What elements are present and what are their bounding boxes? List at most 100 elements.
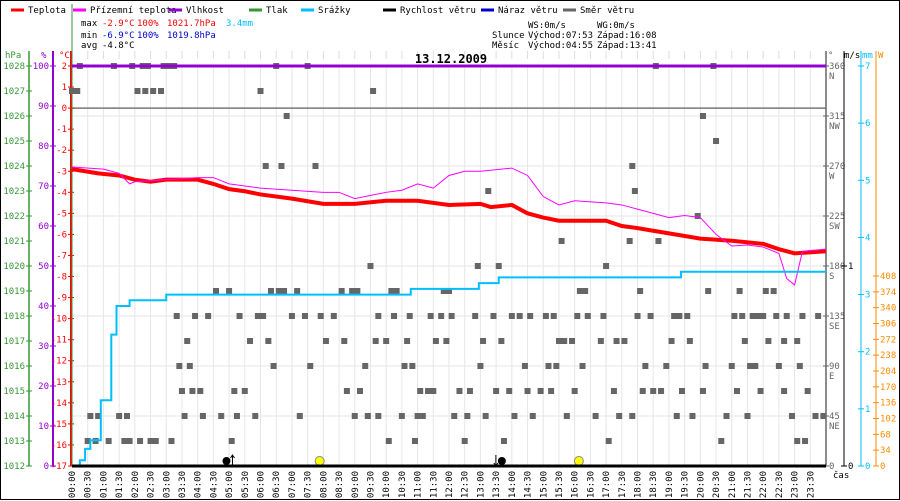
wind-direction-point (508, 313, 515, 319)
wind-direction-point (456, 388, 463, 394)
wind-direction-point (425, 388, 432, 394)
axis-tick-label: 0 (829, 462, 834, 472)
wind-direction-point (448, 313, 455, 319)
wind-direction-point (550, 313, 557, 319)
axis-tick-label: 270 (829, 162, 845, 172)
wind-direction-point (302, 313, 309, 319)
wind-direction-point (265, 338, 272, 344)
x-tick-label: 08:30 (335, 471, 345, 498)
axis-tick-label: 80 (38, 142, 49, 152)
moonset-icon (497, 457, 506, 465)
x-tick-label: 17:00 (602, 471, 612, 498)
axis-tick-label: -14 (51, 399, 67, 409)
series-srážky (72, 270, 826, 467)
wind-direction-point (637, 288, 644, 294)
axis-tick-label: 0 (880, 462, 885, 472)
sunrise-icon (314, 456, 325, 466)
x-tick-label: 17:30 (618, 471, 628, 498)
x-tick-label: 09:00 (351, 471, 361, 498)
wind-direction-point (341, 338, 348, 344)
wind-direction-point (537, 388, 544, 394)
wind-direction-point (783, 313, 790, 319)
axis-tick-label: 1027 (3, 87, 25, 97)
x-tick-label: 07:30 (304, 471, 314, 498)
axis-tick-label: 0 (62, 104, 67, 114)
wind-direction-point (351, 413, 358, 419)
axis-tick-label: -6 (56, 230, 67, 240)
wind-direction-point (545, 363, 552, 369)
axis-tick-label: 1019 (3, 287, 25, 297)
wind-direction-point (466, 388, 473, 394)
axis-direction-label: W (829, 172, 835, 182)
wind-direction-point (563, 413, 570, 419)
wind-direction-point (744, 413, 751, 419)
wind-direction-point (762, 288, 769, 294)
axis-tick-label: -1 (56, 125, 67, 135)
wind-direction-point (529, 413, 536, 419)
wind-direction-point (705, 288, 712, 294)
axis-tick-label: 34 (880, 446, 891, 456)
wind-direction-point (794, 438, 801, 444)
sunset-time: Západ:16:08 (597, 31, 657, 41)
stat-max-temp: -2.9°C (102, 19, 135, 29)
wind-direction-point (597, 338, 604, 344)
wind-direction-point (228, 438, 235, 444)
axis-tick-label: -12 (51, 357, 67, 367)
wind-direction-point (781, 338, 788, 344)
x-tick-label: 03:00 (162, 471, 172, 498)
x-tick-label: 11:30 (429, 471, 439, 498)
wind-direction-point (197, 388, 204, 394)
wind-direction-point (671, 313, 678, 319)
x-tick-label: 08:00 (319, 471, 329, 498)
wind-direction-point (498, 338, 505, 344)
wind-direction-point (173, 313, 180, 319)
wind-direction-point (150, 88, 157, 94)
x-tick-label: 12:30 (461, 471, 471, 498)
wind-direction-point (192, 313, 199, 319)
wind-direction-point (134, 88, 141, 94)
wind-direction-point (158, 88, 165, 94)
wind-direction-point (516, 313, 523, 319)
wind-direction-point (186, 363, 193, 369)
x-tick-label: 15:30 (555, 471, 565, 498)
axis-tick-label: -17 (51, 462, 67, 472)
wind-direction-point (634, 313, 641, 319)
axis-tick-label: -3 (56, 167, 67, 177)
stat-min-label: min (81, 31, 97, 41)
wind-direction-point (446, 288, 452, 294)
axis-tick-label: -7 (56, 251, 67, 261)
axis-tick-label: -5 (56, 209, 67, 219)
wind-direction-point (723, 413, 730, 419)
legend-label: Vlhkost (186, 6, 224, 16)
axis-unit-solar: W (878, 51, 884, 61)
wind-direction-point (152, 438, 159, 444)
wind-direction-point (226, 288, 233, 294)
wind-direction-point (802, 438, 809, 444)
axis-tick-label: 170 (880, 383, 896, 393)
wind-direction-point (393, 288, 400, 294)
stat-avg-label: avg (81, 41, 97, 51)
axis-tick-label: 102 (880, 415, 896, 425)
wind-direction-point (524, 388, 531, 394)
wind-direction-point (254, 313, 261, 319)
axis-tick-label: 1018 (3, 312, 25, 322)
axis-tick-label: 204 (880, 367, 896, 377)
wind-direction-point (278, 163, 285, 169)
wind-direction-point (212, 288, 219, 294)
wind-direction-point (176, 363, 183, 369)
wind-direction-point (482, 413, 489, 419)
wind-direction-point (815, 313, 822, 319)
wind-direction-point (760, 313, 767, 319)
axis-tick-label: 374 (880, 288, 896, 298)
wind-direction-point (642, 363, 649, 369)
axis-tick-label: -4 (56, 188, 67, 198)
wind-direction-point (500, 438, 507, 444)
series-teplota (71, 167, 827, 256)
axis-unit-humidity: % (41, 51, 47, 61)
axis-tick-label: 90 (829, 362, 840, 372)
wind-direction-point (367, 263, 374, 269)
wind-direction-point (362, 363, 369, 369)
axis-tick-label: 60 (38, 222, 49, 232)
wind-direction-point (252, 413, 259, 419)
wind-direction-point (267, 288, 274, 294)
